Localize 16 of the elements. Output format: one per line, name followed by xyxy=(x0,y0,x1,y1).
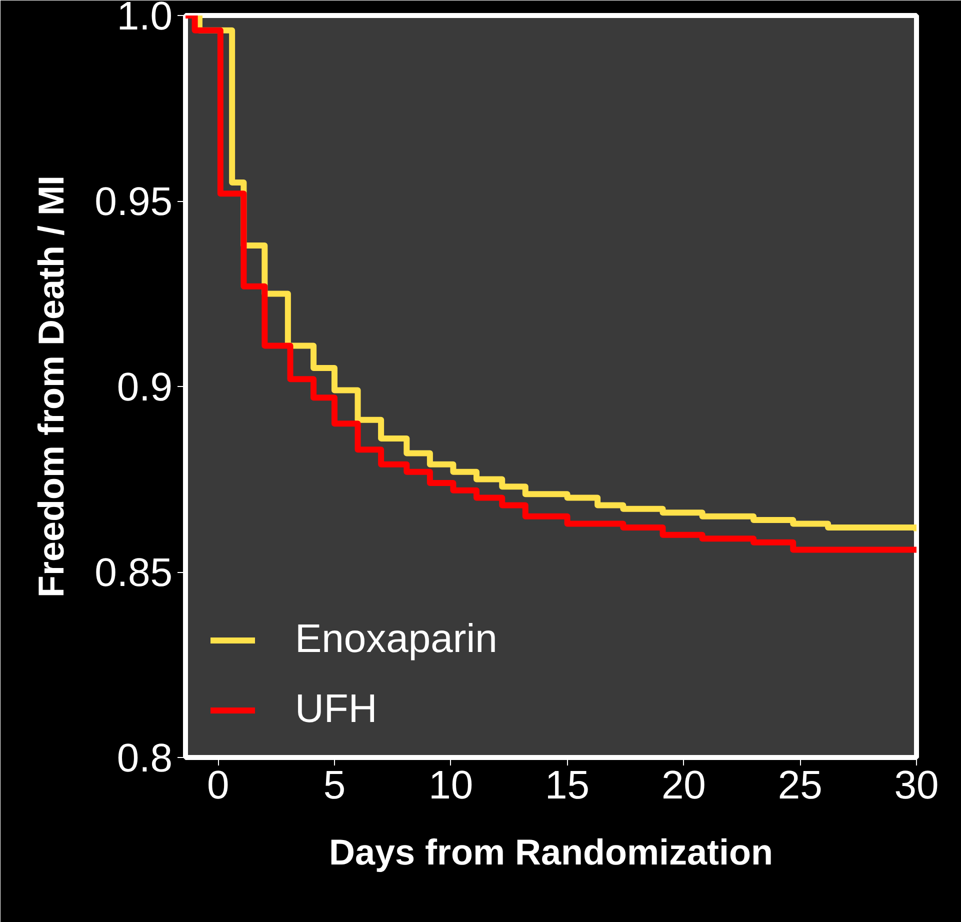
legend-label: UFH xyxy=(295,687,378,732)
x-tick-label: 0 xyxy=(206,764,230,808)
x-tick-label: 30 xyxy=(894,764,939,808)
y-tick-label: 0.8 xyxy=(116,736,173,780)
y-tick-label: 1.0 xyxy=(116,0,173,38)
x-tick-label: 15 xyxy=(545,764,590,808)
x-tick-label: 10 xyxy=(428,764,474,808)
y-tick-label: 0.9 xyxy=(116,366,173,410)
x-tick-label: 25 xyxy=(778,764,822,808)
legend-label: Enoxaparin xyxy=(295,617,498,662)
x-tick-label: 20 xyxy=(661,764,706,808)
y-tick-label: 0.85 xyxy=(94,551,173,595)
x-tick-label: 5 xyxy=(323,764,346,808)
x-axis-title: Days from Randomization xyxy=(328,832,774,872)
y-axis-title: Freedom from Death / MI xyxy=(30,175,72,598)
y-tick-label: 0.95 xyxy=(94,180,173,224)
